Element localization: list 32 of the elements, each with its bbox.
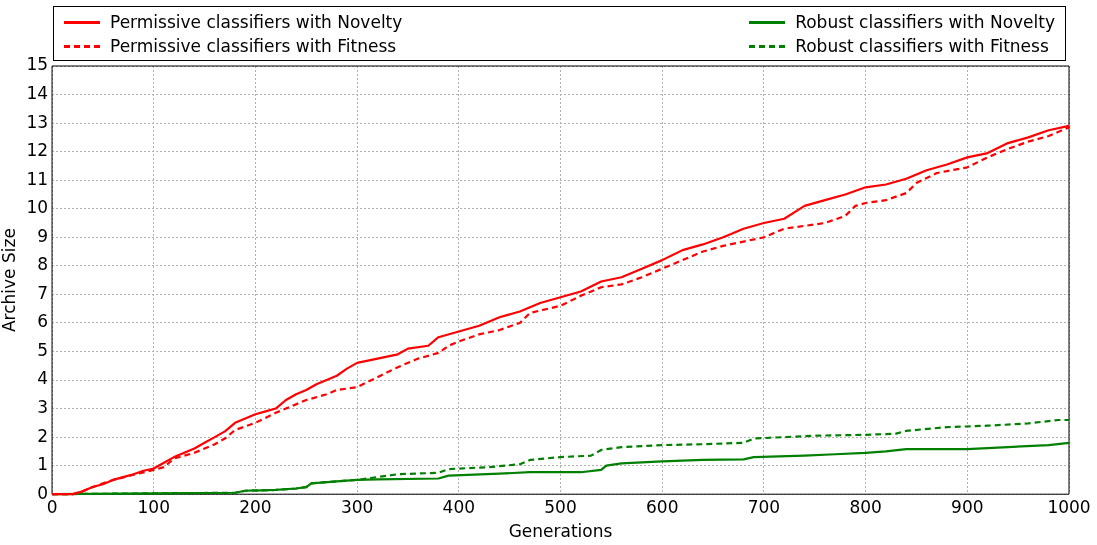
- y-tick-label: 13: [26, 111, 49, 132]
- legend-label: Robust classifiers with Novelty: [795, 12, 1055, 32]
- y-axis-title: Archive Size: [0, 228, 19, 333]
- x-axis-title: Generations: [508, 521, 613, 542]
- x-tick-label: 100: [137, 496, 170, 517]
- y-tick-label: 1: [37, 454, 49, 475]
- x-tick-label: 200: [239, 496, 272, 517]
- x-tick-label: 800: [849, 496, 882, 517]
- x-tick-label: 500: [544, 496, 577, 517]
- y-tick-label: 14: [26, 82, 49, 103]
- x-tick-label: 600: [645, 496, 679, 517]
- x-tick-label: 300: [340, 496, 374, 517]
- y-tick-label: 11: [26, 168, 49, 189]
- y-tick-label: 2: [37, 425, 49, 446]
- y-tick-label: 0: [37, 482, 49, 503]
- y-tick-label: 7: [37, 282, 49, 303]
- y-tick-label: 10: [26, 197, 49, 218]
- y-tick-label: 15: [26, 54, 49, 75]
- x-tick-label: 900: [951, 496, 984, 517]
- y-tick-label: 6: [37, 311, 49, 332]
- y-tick-label: 9: [37, 225, 49, 246]
- y-tick-label: 5: [37, 339, 49, 360]
- y-tick-label: 3: [37, 396, 49, 417]
- x-tick-label: 1000: [1047, 496, 1091, 517]
- legend-label: Robust classifiers with Fitness: [795, 36, 1049, 56]
- x-tick-label: 700: [747, 496, 781, 517]
- y-tick-label: 4: [37, 368, 49, 389]
- y-tick-label: 8: [37, 254, 49, 275]
- legend-label: Permissive classifiers with Fitness: [110, 36, 397, 56]
- legend-label: Permissive classifiers with Novelty: [110, 12, 403, 32]
- x-tick-label: 400: [442, 496, 476, 517]
- y-tick-label: 12: [26, 140, 49, 161]
